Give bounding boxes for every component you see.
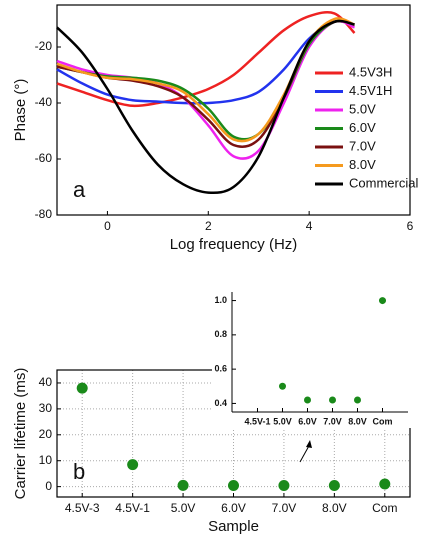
plot-frame — [56, 4, 411, 216]
y-tick-label: -60 — [35, 151, 53, 165]
legend-label: 6.0V — [349, 120, 376, 135]
x-tick-label: 5.0V — [273, 416, 292, 426]
y-axis-title: Carrier lifetime (ms) — [12, 368, 29, 500]
x-tick-label: 2 — [205, 219, 212, 233]
series-line — [56, 19, 355, 105]
x-axis-title: Sample — [208, 518, 259, 535]
legend-label: 4.5V1H — [349, 83, 392, 98]
y-tick-label: 20 — [39, 427, 53, 441]
y-tick-label: 0.4 — [214, 398, 227, 408]
x-tick-label: 8.0V — [348, 416, 367, 426]
legend-label: 8.0V — [349, 157, 376, 172]
y-tick-label: 10 — [39, 453, 53, 467]
x-tick-label: 7.0V — [323, 416, 342, 426]
x-tick-label: 6.0V — [298, 416, 317, 426]
point — [354, 396, 361, 404]
y-tick-label: 0.8 — [214, 329, 227, 339]
legend-label: 4.5V3H — [349, 64, 392, 79]
legend-label: Commercial — [349, 175, 418, 190]
x-tick-label: Com — [372, 501, 397, 515]
point — [127, 459, 139, 471]
x-tick-label: 4.5V-1 — [244, 416, 270, 426]
x-tick-label: 6 — [407, 219, 414, 233]
series-line — [56, 11, 356, 108]
x-tick-label: 5.0V — [171, 501, 196, 515]
series-line — [56, 19, 355, 141]
point — [279, 382, 286, 390]
x-tick-label: 4.5V-1 — [115, 501, 150, 515]
y-tick-label: 40 — [39, 375, 53, 389]
x-tick-label: 4 — [306, 219, 313, 233]
point — [379, 478, 391, 490]
x-tick-label: 4.5V-3 — [65, 501, 100, 515]
y-tick-label: 0 — [45, 479, 52, 493]
y-tick-label: 0.6 — [214, 364, 227, 374]
phase-chart: -20 -40 -60 -80 0 2 4 6 Log frequency (Hz) Phase … — [12, 4, 418, 253]
series-line — [56, 19, 355, 195]
y-tick-label: 1.0 — [214, 295, 227, 305]
panel-label: a — [73, 177, 86, 202]
point — [278, 480, 290, 492]
x-tick-label: 7.0V — [272, 501, 297, 515]
legend-label: 7.0V — [349, 138, 376, 153]
legend-label: 5.0V — [349, 101, 376, 116]
x-tick-label: 0 — [104, 219, 111, 233]
point — [228, 480, 239, 492]
series-line — [56, 19, 356, 160]
y-tick-label: -80 — [35, 207, 53, 221]
y-tick-label: 30 — [39, 401, 53, 415]
point — [304, 396, 311, 404]
point — [328, 480, 340, 492]
x-axis-title: Log frequency (Hz) — [170, 236, 298, 253]
y-tick-label: -40 — [35, 95, 53, 109]
point — [76, 382, 88, 394]
x-tick-label: 6.0V — [221, 501, 246, 515]
y-axis-title: Phase (°) — [12, 79, 29, 142]
point — [329, 396, 336, 404]
arrow-head — [306, 440, 312, 448]
x-tick-label: Com — [373, 416, 393, 426]
point — [379, 297, 386, 305]
point — [177, 479, 189, 491]
y-tick-label: -20 — [35, 39, 53, 53]
x-tick-label: 8.0V — [322, 501, 347, 515]
panel-label: b — [73, 459, 85, 484]
inset-chart: 0.4 0.6 0.8 1.0 4.5V-1 5.0V 6.0V 7.0V 8.0V Com — [212, 278, 416, 428]
